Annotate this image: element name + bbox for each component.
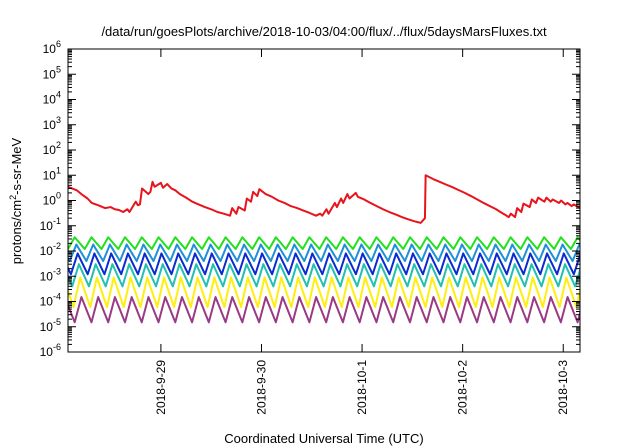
y-tick-base: 10 [40, 219, 54, 233]
y-tick-base: 10 [43, 143, 57, 157]
y-axis: 10-610-510-410-310-210-11001011021031041… [40, 39, 580, 359]
y-tick-label: 10-4 [40, 292, 61, 309]
y-tick-base: 10 [40, 244, 54, 258]
y-tick-label: 10-2 [40, 241, 61, 258]
y-tick-exp: -1 [53, 216, 61, 226]
y-tick-label: 101 [43, 165, 61, 182]
x-tick-label: 2018-10-1 [355, 360, 369, 415]
series-layer [68, 174, 580, 324]
y-tick-label: 103 [43, 115, 61, 132]
y-tick-exp: 4 [56, 90, 61, 100]
y-tick-exp: -4 [53, 292, 61, 302]
y-tick-base: 10 [43, 118, 57, 132]
y-tick-exp: 0 [56, 191, 61, 201]
series-line [68, 252, 580, 276]
y-tick-exp: -2 [53, 241, 61, 251]
y-tick-base: 10 [40, 345, 54, 359]
y-tick-label: 106 [43, 39, 61, 56]
y-tick-label: 105 [43, 64, 61, 81]
series-line [68, 243, 580, 263]
x-tick-label: 2018-10-3 [556, 360, 570, 415]
y-axis-label: protons/cm2-s-sr-MeV [8, 137, 24, 264]
y-axis-label-rest: -s-sr-MeV [9, 137, 24, 194]
y-tick-exp: -5 [53, 317, 61, 327]
series-line [68, 276, 580, 309]
y-tick-base: 10 [40, 320, 54, 334]
series-line [68, 263, 580, 288]
series-line [68, 236, 580, 250]
y-tick-label: 10-6 [40, 342, 61, 359]
y-tick-exp: -6 [53, 342, 61, 352]
y-tick-base: 10 [40, 295, 54, 309]
series-line [68, 174, 580, 224]
y-tick-base: 10 [43, 42, 57, 56]
y-tick-label: 10-3 [40, 266, 61, 283]
x-tick-label: 2018-9-29 [154, 360, 168, 415]
y-tick-exp: 5 [56, 64, 61, 74]
y-tick-base: 10 [43, 168, 57, 182]
y-tick-exp: 3 [56, 115, 61, 125]
y-axis-label-base: protons/cm [9, 200, 24, 264]
y-tick-label: 10-5 [40, 317, 61, 334]
y-tick-base: 10 [43, 93, 57, 107]
y-tick-base: 10 [43, 67, 57, 81]
chart-title: /data/run/goesPlots/archive/2018-10-03/0… [101, 24, 547, 39]
x-axis-label: Coordinated Universal Time (UTC) [224, 431, 423, 446]
x-tick-label: 2018-9-30 [254, 360, 268, 415]
y-tick-label: 100 [43, 191, 61, 208]
y-tick-exp: 2 [56, 140, 61, 150]
x-axis: 2018-9-29 2018-9-30 2018-10-1 2018-10-2 2018… [154, 49, 570, 415]
y-tick-exp: 6 [56, 39, 61, 49]
x-tick-label: 2018-10-2 [456, 360, 470, 415]
y-tick-exp: 1 [56, 165, 61, 175]
y-tick-label: 104 [43, 90, 61, 107]
y-tick-base: 10 [40, 269, 54, 283]
y-tick-base: 10 [43, 194, 57, 208]
y-axis-label-sup: 2 [8, 195, 18, 200]
y-tick-label: 102 [43, 140, 61, 157]
y-tick-label: 10-1 [40, 216, 61, 233]
series-line [68, 296, 580, 324]
y-tick-exp: -3 [53, 266, 61, 276]
